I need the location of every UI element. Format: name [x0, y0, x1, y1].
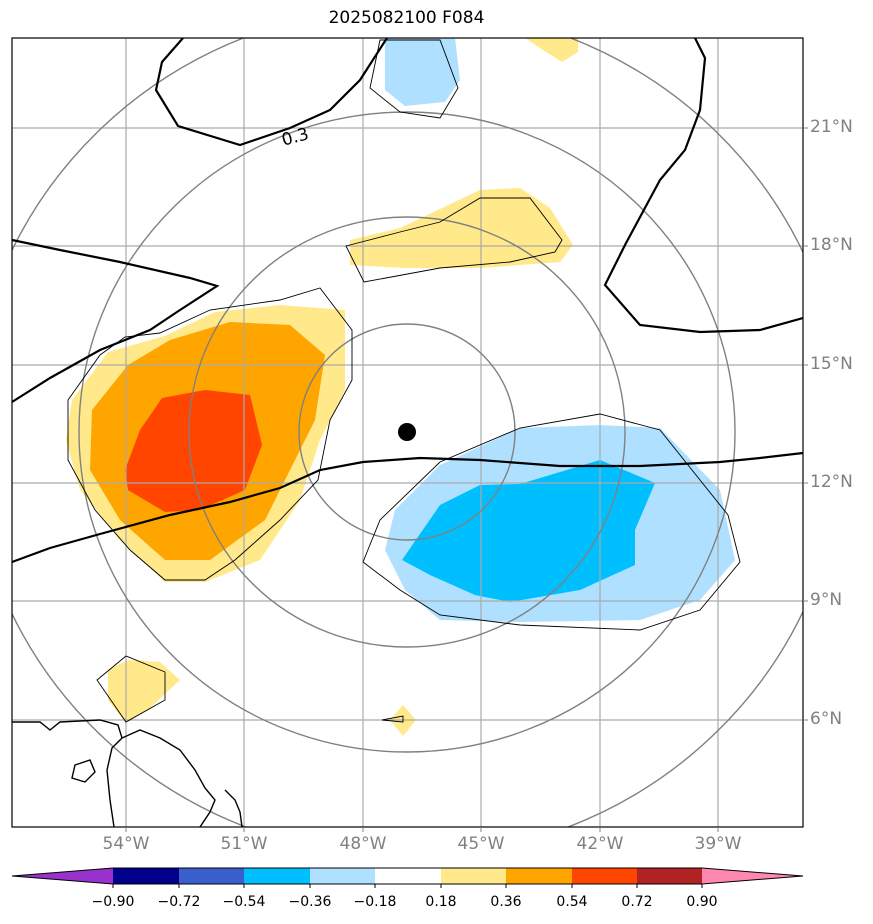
colorbar-label: 0.90 — [686, 894, 718, 910]
colorbar-label: −0.90 — [91, 894, 135, 910]
lat-label-18n: 18°N — [810, 235, 853, 255]
colorbar-label: 0.36 — [490, 894, 522, 910]
lon-label-45w: 45°W — [457, 834, 505, 854]
colorbar-extend-high — [702, 868, 803, 884]
lon-label-48w: 48°W — [339, 834, 387, 854]
colorbar-bin — [441, 868, 506, 884]
lon-label-51w: 51°W — [220, 834, 268, 854]
range-rings — [12, 38, 803, 827]
colorbar-bin — [375, 868, 441, 884]
colorbar-label: −0.18 — [353, 894, 397, 910]
colorbar-label: −0.36 — [288, 894, 332, 910]
lat-label-6n: 6°N — [810, 709, 843, 729]
negative-anomaly-lightblue-top — [385, 38, 460, 106]
colorbar — [11, 867, 804, 888]
colorbar-bin — [310, 868, 375, 884]
colorbar-extend-low — [12, 868, 113, 884]
storm-center-dot — [398, 423, 416, 441]
positive-anomaly-yellow-north — [350, 188, 573, 268]
colorbar-label: −0.72 — [157, 894, 201, 910]
thin-contours — [67, 39, 741, 723]
colorbar-label: −0.54 — [222, 894, 266, 910]
map-area: 0.3 — [12, 38, 803, 827]
positive-anomaly-red-west — [125, 390, 262, 512]
map-title: 2025082100 F084 — [328, 8, 485, 28]
colorbar-bin — [113, 868, 179, 884]
lon-label-39w: 39°W — [694, 834, 742, 854]
colorbar-bin — [179, 868, 244, 884]
negative-anomaly-blue-east — [402, 460, 655, 602]
colorbar-bin — [572, 868, 637, 884]
lon-label-42w: 42°W — [576, 834, 624, 854]
colorbar-label: 0.18 — [425, 894, 457, 910]
lon-label-54w: 54°W — [102, 834, 150, 854]
coastline — [12, 719, 243, 827]
anomaly-fill — [66, 38, 735, 736]
colorbar-label: 0.54 — [556, 894, 588, 910]
tick-marks — [125, 127, 808, 832]
map-frame — [11, 37, 804, 828]
lat-label-15n: 15°N — [810, 354, 853, 374]
lat-label-12n: 12°N — [810, 472, 853, 492]
colorbar-bin — [506, 868, 572, 884]
colorbar-bin — [244, 868, 310, 884]
graticule — [12, 38, 803, 827]
lat-label-21n: 21°N — [810, 117, 853, 137]
colorbar-bin — [637, 868, 702, 884]
lat-label-9n: 9°N — [810, 590, 843, 610]
thick-contours — [12, 38, 803, 564]
positive-anomaly-yellow-southwest — [108, 660, 180, 722]
colorbar-label: 0.72 — [621, 894, 653, 910]
positive-anomaly-yellow-top — [525, 38, 578, 62]
